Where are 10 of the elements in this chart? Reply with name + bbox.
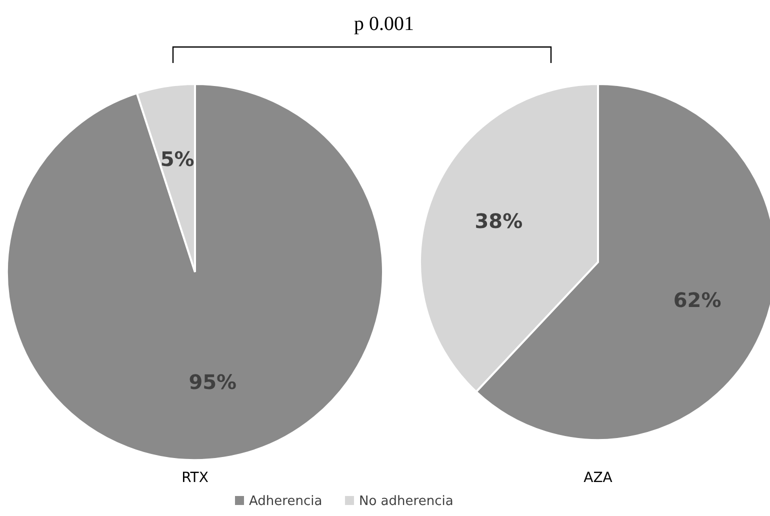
legend-label: Adherencia [249, 494, 322, 509]
data-label: 95% [188, 370, 237, 394]
text: RTX [182, 470, 209, 486]
text: AZA [584, 470, 613, 486]
data-label: 38% [474, 209, 523, 234]
pie-slice [6, 83, 384, 461]
text: p 0.001 [354, 13, 414, 35]
data-label: 5% [160, 147, 194, 172]
legend-label: No adherencia [359, 494, 454, 509]
data-label: 62% [673, 288, 722, 312]
